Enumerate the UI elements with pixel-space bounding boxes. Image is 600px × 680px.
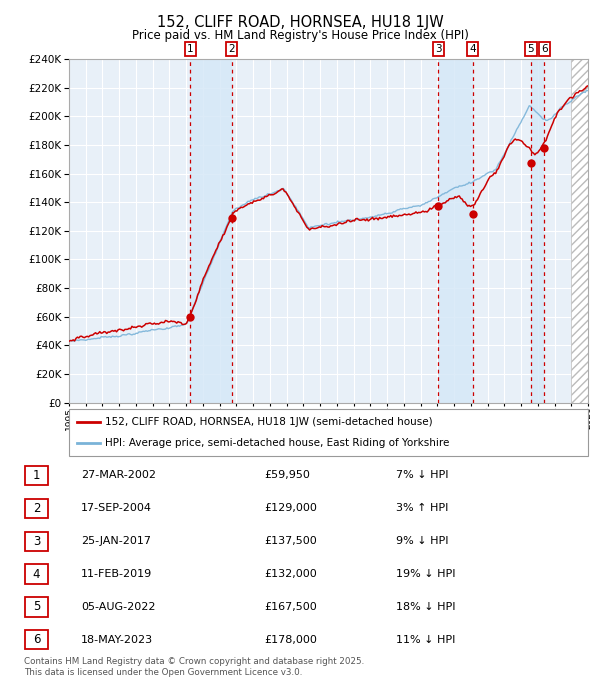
Text: Price paid vs. HM Land Registry's House Price Index (HPI): Price paid vs. HM Land Registry's House … [131, 29, 469, 41]
Text: 05-AUG-2022: 05-AUG-2022 [81, 602, 155, 612]
Text: 27-MAR-2002: 27-MAR-2002 [81, 471, 156, 481]
Bar [571, 59, 588, 403]
Bar [190, 59, 232, 403]
Text: £178,000: £178,000 [264, 634, 317, 645]
Text: 152, CLIFF ROAD, HORNSEA, HU18 1JW: 152, CLIFF ROAD, HORNSEA, HU18 1JW [157, 15, 443, 30]
Text: 3% ↑ HPI: 3% ↑ HPI [396, 503, 448, 513]
Text: £129,000: £129,000 [264, 503, 317, 513]
Text: 1: 1 [187, 44, 194, 54]
Bar [439, 59, 473, 403]
Text: 5: 5 [33, 600, 40, 613]
Bar [531, 59, 544, 403]
Text: 3: 3 [435, 44, 442, 54]
Text: 25-JAN-2017: 25-JAN-2017 [81, 536, 151, 546]
Text: 6: 6 [541, 44, 547, 54]
Text: 11-FEB-2019: 11-FEB-2019 [81, 569, 152, 579]
Text: 19% ↓ HPI: 19% ↓ HPI [396, 569, 455, 579]
Text: 6: 6 [33, 633, 40, 646]
Text: 2: 2 [33, 502, 40, 515]
Text: 18-MAY-2023: 18-MAY-2023 [81, 634, 153, 645]
Text: 3: 3 [33, 534, 40, 547]
Text: £59,950: £59,950 [264, 471, 310, 481]
Text: 17-SEP-2004: 17-SEP-2004 [81, 503, 152, 513]
Text: 1: 1 [33, 469, 40, 482]
Text: 4: 4 [470, 44, 476, 54]
Text: 5: 5 [527, 44, 534, 54]
Text: 7% ↓ HPI: 7% ↓ HPI [396, 471, 449, 481]
Text: 9% ↓ HPI: 9% ↓ HPI [396, 536, 449, 546]
Text: 152, CLIFF ROAD, HORNSEA, HU18 1JW (semi-detached house): 152, CLIFF ROAD, HORNSEA, HU18 1JW (semi… [106, 417, 433, 427]
Text: £167,500: £167,500 [264, 602, 317, 612]
Text: 4: 4 [33, 568, 40, 581]
Text: £132,000: £132,000 [264, 569, 317, 579]
Text: 11% ↓ HPI: 11% ↓ HPI [396, 634, 455, 645]
Text: 2: 2 [228, 44, 235, 54]
Text: Contains HM Land Registry data © Crown copyright and database right 2025.
This d: Contains HM Land Registry data © Crown c… [24, 657, 364, 677]
Text: HPI: Average price, semi-detached house, East Riding of Yorkshire: HPI: Average price, semi-detached house,… [106, 438, 450, 448]
Text: 18% ↓ HPI: 18% ↓ HPI [396, 602, 455, 612]
Text: £137,500: £137,500 [264, 536, 317, 546]
